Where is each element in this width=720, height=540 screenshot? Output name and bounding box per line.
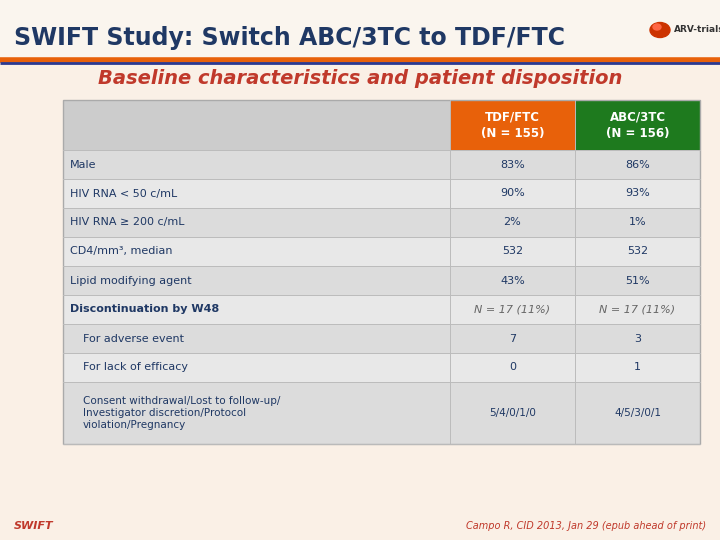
Text: 0: 0 [509,362,516,373]
Bar [63,208,450,237]
Bar [63,100,700,444]
Bar [63,179,450,208]
Text: 86%: 86% [625,159,650,170]
Bar [63,324,450,353]
Bar [450,266,575,295]
Bar [575,353,700,382]
Text: 3: 3 [634,334,641,343]
Circle shape [653,24,661,30]
Text: 51%: 51% [625,275,650,286]
Text: SWIFT Study: Switch ABC/3TC to TDF/FTC: SWIFT Study: Switch ABC/3TC to TDF/FTC [14,26,565,50]
Bar [575,266,700,295]
Text: Consent withdrawal/Lost to follow-up/
Investigator discretion/Protocol
violation: Consent withdrawal/Lost to follow-up/ In… [83,396,280,430]
Text: TDF/FTC
(N = 155): TDF/FTC (N = 155) [481,111,544,139]
Text: 532: 532 [627,246,648,256]
Text: Baseline characteristics and patient disposition: Baseline characteristics and patient dis… [98,69,622,87]
Text: 5/4/0/1/0: 5/4/0/1/0 [489,408,536,418]
Bar [450,295,575,324]
Text: 1%: 1% [629,218,647,227]
Text: 532: 532 [502,246,523,256]
Bar [63,237,450,266]
Circle shape [650,23,670,37]
Text: N = 17 (11%): N = 17 (11%) [600,305,675,314]
Bar [0,0,720,60]
Bar [575,100,700,150]
Text: 7: 7 [509,334,516,343]
Bar [575,295,700,324]
Bar [450,324,575,353]
Text: HIV RNA ≥ 200 c/mL: HIV RNA ≥ 200 c/mL [70,218,184,227]
Text: N = 17 (11%): N = 17 (11%) [474,305,551,314]
Text: Male: Male [70,159,96,170]
Text: SWIFT: SWIFT [14,521,53,531]
Text: 4/5/3/0/1: 4/5/3/0/1 [614,408,661,418]
Bar [450,179,575,208]
Bar [450,208,575,237]
Bar [63,353,450,382]
Text: For lack of efficacy: For lack of efficacy [83,362,188,373]
Bar [450,353,575,382]
Text: Campo R, CID 2013, Jan 29 (epub ahead of print): Campo R, CID 2013, Jan 29 (epub ahead of… [466,521,706,531]
Bar [450,100,575,150]
Bar [450,237,575,266]
Bar [575,208,700,237]
Bar [63,100,450,150]
Bar [575,237,700,266]
Text: CD4/mm³, median: CD4/mm³, median [70,246,173,256]
Bar [575,382,700,444]
Bar [450,382,575,444]
Text: 83%: 83% [500,159,525,170]
Bar [63,295,450,324]
Bar [575,179,700,208]
Text: ARV-trials.com: ARV-trials.com [674,25,720,35]
Bar [63,382,450,444]
Text: 43%: 43% [500,275,525,286]
Bar [575,150,700,179]
Bar [63,266,450,295]
Text: 93%: 93% [625,188,650,199]
Text: ABC/3TC
(N = 156): ABC/3TC (N = 156) [606,111,670,139]
Text: 1: 1 [634,362,641,373]
Bar [63,150,450,179]
Text: 90%: 90% [500,188,525,199]
Text: 2%: 2% [503,218,521,227]
Text: HIV RNA < 50 c/mL: HIV RNA < 50 c/mL [70,188,177,199]
Text: Discontinuation by W48: Discontinuation by W48 [70,305,220,314]
Text: For adverse event: For adverse event [83,334,184,343]
Text: Lipid modifying agent: Lipid modifying agent [70,275,192,286]
Bar [575,324,700,353]
Bar [450,150,575,179]
